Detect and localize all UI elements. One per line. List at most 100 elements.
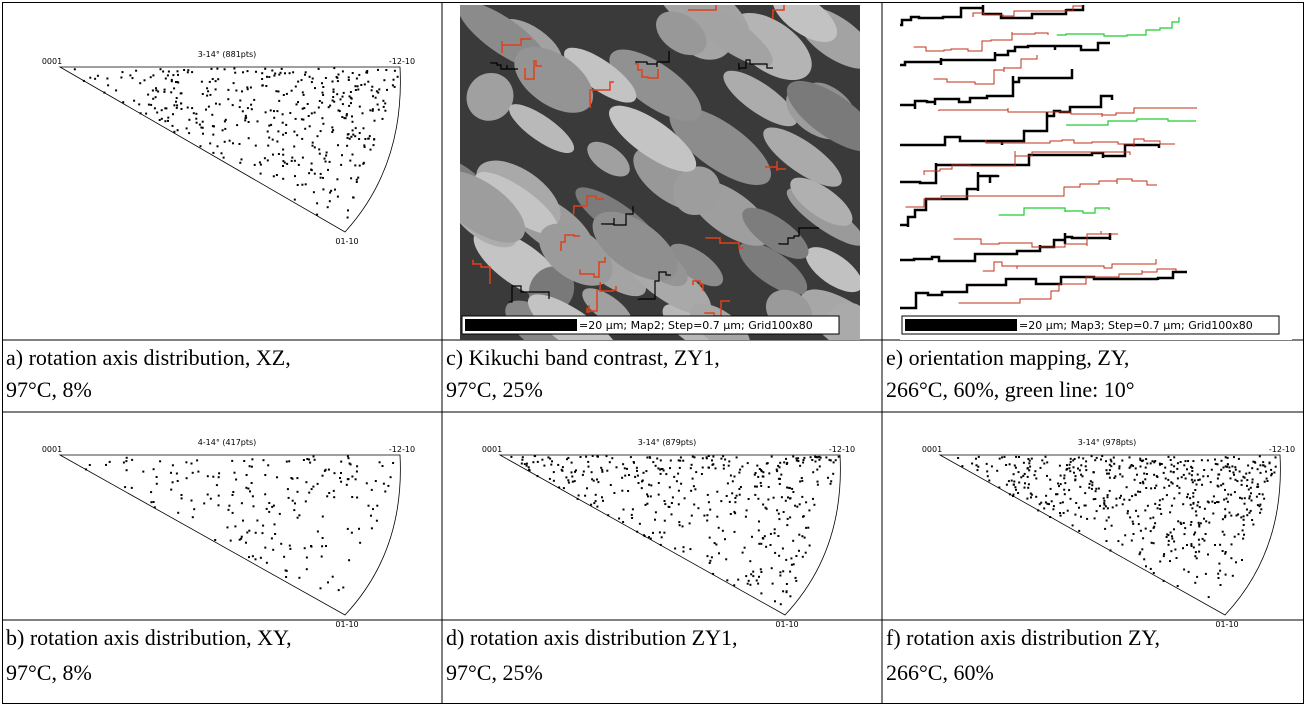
dot (975, 458, 977, 460)
dot (1157, 507, 1159, 509)
dot (148, 104, 150, 106)
dot (553, 471, 555, 473)
dot (336, 178, 338, 180)
dot (298, 577, 300, 579)
dot (1191, 507, 1193, 509)
dot (671, 513, 673, 515)
dot (171, 80, 173, 82)
dot (578, 494, 580, 496)
dot (627, 490, 629, 492)
dot (150, 491, 152, 493)
dot (334, 189, 336, 191)
dot (770, 533, 772, 535)
dot (1051, 500, 1053, 502)
dot (160, 68, 162, 70)
dot (243, 460, 245, 462)
dot (316, 202, 318, 204)
dot (779, 575, 781, 577)
dot (749, 560, 751, 562)
dot (1198, 544, 1200, 546)
dot (1163, 472, 1165, 474)
dot (172, 464, 174, 466)
dot (650, 484, 652, 486)
dot (752, 571, 754, 573)
dot (1078, 457, 1080, 459)
dot (376, 90, 378, 92)
dot (1045, 501, 1047, 503)
pole-figure: 3-14° (879pts)0001-12-1001-10 (482, 438, 855, 629)
dot (1241, 480, 1243, 482)
dot (1223, 499, 1225, 501)
dot (649, 456, 651, 458)
dot (1075, 475, 1077, 477)
dot (268, 511, 270, 513)
dot (296, 134, 298, 136)
dot (325, 161, 327, 163)
dot (328, 106, 330, 108)
dot (1246, 479, 1248, 481)
dot (1251, 467, 1253, 469)
dot (1140, 466, 1142, 468)
dot (1257, 483, 1259, 485)
dot (181, 497, 183, 499)
dot (1249, 512, 1251, 514)
dot (756, 486, 758, 488)
dot (593, 502, 595, 504)
pole-label: 0001 (42, 445, 62, 454)
dot (329, 161, 331, 163)
dot (348, 559, 350, 561)
dot (329, 192, 331, 194)
pole-label: 0001 (922, 445, 942, 454)
dot (268, 502, 270, 504)
dot (164, 107, 166, 109)
dot (597, 456, 599, 458)
dot (275, 90, 277, 92)
dot (1219, 544, 1221, 546)
dot (1161, 463, 1163, 465)
dot (799, 503, 801, 505)
dot (588, 466, 590, 468)
dot (271, 70, 273, 72)
dot (327, 206, 329, 208)
dot (170, 489, 172, 491)
dot (363, 127, 365, 129)
dot (797, 457, 799, 459)
dot (293, 131, 295, 133)
dot (773, 497, 775, 499)
dot (366, 482, 368, 484)
dot (1129, 456, 1131, 458)
dot (150, 501, 152, 503)
dot (1235, 479, 1237, 481)
dot (1159, 561, 1161, 563)
dot (718, 527, 720, 529)
dot (216, 68, 218, 70)
dot (340, 481, 342, 483)
dot (1094, 517, 1096, 519)
dot (371, 489, 373, 491)
dot (320, 587, 322, 589)
dot (596, 479, 598, 481)
dot (266, 562, 268, 564)
dot (322, 92, 324, 94)
micrograph: =20 µm; Map3; Step=0.7 µm; Grid100x80 (890, 0, 1292, 340)
dot (281, 68, 283, 70)
dot (660, 473, 662, 475)
dot (294, 199, 296, 201)
dot (218, 495, 220, 497)
dot (282, 149, 284, 151)
dot (768, 472, 770, 474)
dot (191, 107, 193, 109)
dot (1203, 469, 1205, 471)
dot (234, 472, 236, 474)
dot (1195, 510, 1197, 512)
dot (162, 71, 164, 73)
dot (252, 555, 254, 557)
dot (282, 165, 284, 167)
dot (303, 94, 305, 96)
dot (785, 458, 787, 460)
dot (669, 467, 671, 469)
dot (1194, 582, 1196, 584)
pole-label: -12-10 (389, 445, 415, 454)
dot (657, 467, 659, 469)
scale-label: =20 µm; Map2; Step=0.7 µm; Grid100x80 (579, 319, 813, 332)
